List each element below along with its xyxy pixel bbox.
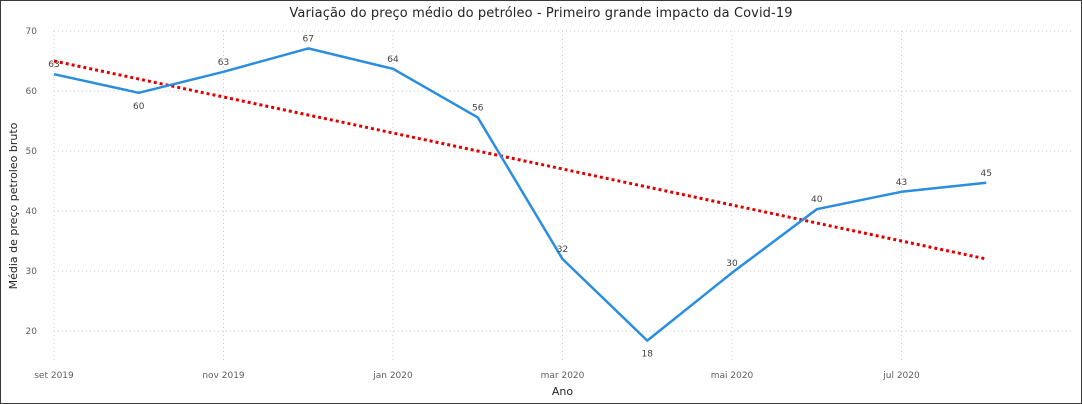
data-label: 63 (48, 60, 59, 70)
data-label: 43 (896, 178, 907, 188)
y-tick-label: 30 (26, 267, 38, 277)
data-label: 64 (387, 55, 399, 65)
data-label: 40 (811, 195, 823, 205)
y-tick-label: 70 (26, 27, 38, 37)
data-label: 60 (133, 102, 145, 112)
data-label: 67 (303, 34, 314, 44)
x-tick-label: jul 2020 (882, 371, 920, 381)
data-label: 18 (642, 350, 654, 360)
y-axis-title: Média de preço petroleo bruto (7, 122, 20, 289)
chart-title: Variação do preço médio do petróleo - Pr… (289, 6, 793, 21)
x-tick-label: nov 2019 (202, 371, 245, 381)
data-label: 30 (726, 259, 738, 269)
trend-line (53, 59, 987, 261)
x-axis-title: Ano (552, 385, 573, 398)
y-tick-label: 50 (26, 147, 38, 157)
data-label: 63 (218, 58, 229, 68)
price-series-line (53, 47, 987, 342)
y-tick-label: 20 (26, 327, 38, 337)
x-tick-label: mar 2020 (541, 371, 585, 381)
y-tick-label: 40 (26, 207, 38, 217)
data-label: 56 (472, 103, 484, 113)
x-tick-label: mai 2020 (711, 371, 754, 381)
x-tick-label: jan 2020 (372, 371, 413, 381)
data-label: 45 (981, 169, 992, 179)
y-tick-label: 60 (26, 87, 38, 97)
data-label: 32 (557, 245, 568, 255)
x-tick-label: set 2019 (34, 371, 74, 381)
